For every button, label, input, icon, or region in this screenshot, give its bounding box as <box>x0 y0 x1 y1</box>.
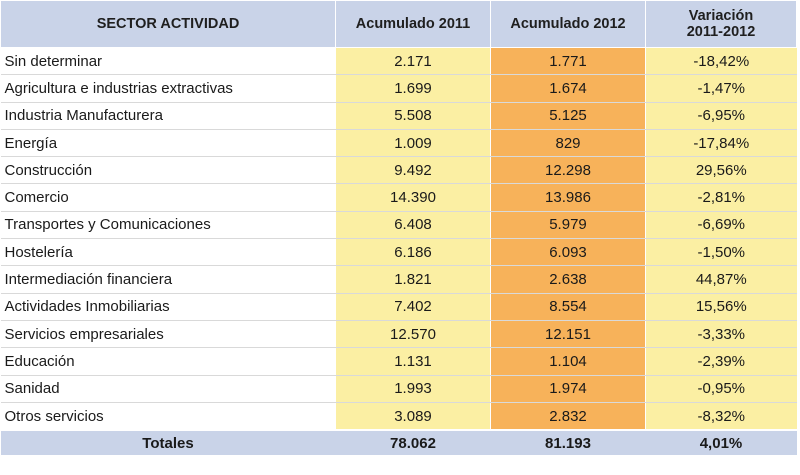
table-row: Sanidad 1.993 1.974 -0,95% <box>0 375 797 403</box>
table-row: Intermediación financiera 1.821 2.638 44,87… <box>0 265 797 294</box>
sector-activity-table: SECTOR ACTIVIDAD Acumulado 2011 Acumulad… <box>0 0 797 456</box>
row-sector: Industria Manufacturera <box>0 102 336 130</box>
row-acumulado-2011: 2.171 <box>335 47 491 76</box>
table-row: Otros servicios 3.089 2.832 -8,32% <box>0 402 797 431</box>
row-sector: Intermediación financiera <box>0 265 336 294</box>
totals-2011: 78.062 <box>335 429 491 456</box>
table-body: Sin determinar 2.171 1.771 -18,42% Agricultu… <box>0 47 797 431</box>
row-acumulado-2011: 1.131 <box>335 347 491 376</box>
row-acumulado-2012: 5.979 <box>490 211 646 240</box>
row-acumulado-2011: 1.699 <box>335 74 491 103</box>
row-sector: Hostelería <box>0 238 336 267</box>
table-row: Educación 1.131 1.104 -2,39% <box>0 347 797 376</box>
row-sector: Educación <box>0 347 336 376</box>
table-row: Sin determinar 2.171 1.771 -18,42% <box>0 47 797 76</box>
table-row: Construcción 9.492 12.298 29,56% <box>0 156 797 185</box>
row-variacion: -1,50% <box>645 238 797 267</box>
row-acumulado-2011: 1.993 <box>335 375 491 403</box>
row-sector: Energía <box>0 129 336 158</box>
row-acumulado-2012: 1.674 <box>490 74 646 103</box>
row-acumulado-2011: 9.492 <box>335 156 491 185</box>
row-acumulado-2012: 1.104 <box>490 347 646 376</box>
header-acumulado-2012: Acumulado 2012 <box>490 0 646 48</box>
row-variacion: 29,56% <box>645 156 797 185</box>
row-variacion: -0,95% <box>645 375 797 403</box>
header-sector: SECTOR ACTIVIDAD <box>0 0 336 48</box>
header-variacion-line2: 2011-2012 <box>686 24 756 40</box>
table-row: Comercio 14.390 13.986 -2,81% <box>0 183 797 212</box>
row-acumulado-2012: 13.986 <box>490 183 646 212</box>
row-variacion: -1,47% <box>645 74 797 103</box>
row-acumulado-2012: 1.771 <box>490 47 646 76</box>
row-acumulado-2011: 5.508 <box>335 102 491 130</box>
row-sector: Sin determinar <box>0 47 336 76</box>
totals-2012: 81.193 <box>490 429 646 456</box>
table-row: Hostelería 6.186 6.093 -1,50% <box>0 238 797 267</box>
row-sector: Construcción <box>0 156 336 185</box>
header-variacion: Variación 2011-2012 <box>645 0 797 48</box>
row-sector: Otros servicios <box>0 402 336 431</box>
row-acumulado-2012: 12.298 <box>490 156 646 185</box>
totals-label: Totales <box>0 429 336 456</box>
row-variacion: 15,56% <box>645 293 797 321</box>
row-variacion: -6,95% <box>645 102 797 130</box>
row-variacion: -3,33% <box>645 320 797 349</box>
row-acumulado-2011: 1.009 <box>335 129 491 158</box>
row-variacion: -8,32% <box>645 402 797 431</box>
row-sector: Comercio <box>0 183 336 212</box>
row-acumulado-2012: 2.832 <box>490 402 646 431</box>
row-acumulado-2012: 829 <box>490 129 646 158</box>
table-row: Servicios empresariales 12.570 12.151 -3,33… <box>0 320 797 349</box>
row-acumulado-2012: 2.638 <box>490 265 646 294</box>
row-variacion: 44,87% <box>645 265 797 294</box>
row-acumulado-2011: 6.408 <box>335 211 491 240</box>
table-row: Actividades Inmobiliarias 7.402 8.554 15,56… <box>0 293 797 321</box>
row-variacion: -17,84% <box>645 129 797 158</box>
row-sector: Actividades Inmobiliarias <box>0 293 336 321</box>
row-sector: Sanidad <box>0 375 336 403</box>
row-variacion: -6,69% <box>645 211 797 240</box>
row-variacion: -18,42% <box>645 47 797 76</box>
row-variacion: -2,81% <box>645 183 797 212</box>
header-variacion-line1: Variación <box>688 8 754 24</box>
header-acumulado-2011: Acumulado 2011 <box>335 0 491 48</box>
row-acumulado-2012: 5.125 <box>490 102 646 130</box>
row-sector: Agricultura e industrias extractivas <box>0 74 336 103</box>
row-acumulado-2012: 6.093 <box>490 238 646 267</box>
totals-row: Totales 78.062 81.193 4,01% <box>0 429 797 456</box>
row-acumulado-2011: 1.821 <box>335 265 491 294</box>
row-acumulado-2012: 1.974 <box>490 375 646 403</box>
row-acumulado-2012: 8.554 <box>490 293 646 321</box>
row-acumulado-2011: 12.570 <box>335 320 491 349</box>
row-variacion: -2,39% <box>645 347 797 376</box>
row-acumulado-2011: 14.390 <box>335 183 491 212</box>
table-row: Energía 1.009 829 -17,84% <box>0 129 797 158</box>
row-sector: Servicios empresariales <box>0 320 336 349</box>
row-acumulado-2012: 12.151 <box>490 320 646 349</box>
totals-variacion: 4,01% <box>645 429 797 456</box>
table-row: Agricultura e industrias extractivas 1.69… <box>0 74 797 103</box>
row-acumulado-2011: 7.402 <box>335 293 491 321</box>
row-sector: Transportes y Comunicaciones <box>0 211 336 240</box>
table-row: Industria Manufacturera 5.508 5.125 -6,95% <box>0 102 797 130</box>
row-acumulado-2011: 3.089 <box>335 402 491 431</box>
header-row: SECTOR ACTIVIDAD Acumulado 2011 Acumulad… <box>0 0 797 48</box>
table-row: Transportes y Comunicaciones 6.408 5.979 -6… <box>0 211 797 240</box>
row-acumulado-2011: 6.186 <box>335 238 491 267</box>
